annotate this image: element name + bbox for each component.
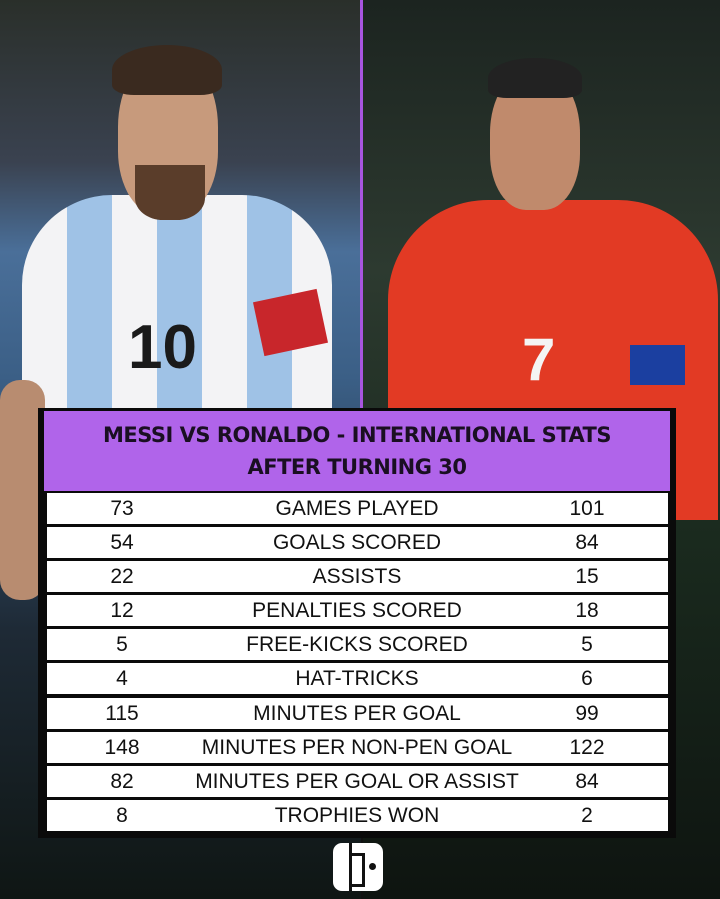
brand-logo-icon (333, 843, 383, 891)
ronaldo-value: 122 (569, 735, 605, 759)
stat-label: PENALTIES SCORED (252, 599, 462, 623)
ronaldo-hair (488, 58, 582, 98)
messi-value: 12 (110, 599, 134, 623)
ronaldo-value: 84 (575, 769, 599, 793)
stat-row: 148 MINUTES PER NON-PEN GOAL 122 (47, 731, 668, 763)
messi-value: 5 (116, 633, 128, 657)
stat-row: 73 GAMES PLAYED 101 (47, 493, 668, 524)
stats-rows: 73 GAMES PLAYED 101 54 GOALS SCORED 84 22 ASSIS… (47, 493, 668, 834)
messi-value: 115 (105, 701, 139, 725)
ronaldo-shirt-number: 7 (522, 326, 556, 393)
stat-row: 12 PENALTIES SCORED 18 (47, 595, 668, 627)
messi-value: 22 (110, 565, 134, 589)
ronaldo-value: 99 (575, 701, 599, 725)
stat-row: 54 GOALS SCORED 84 (47, 527, 668, 559)
messi-value: 8 (116, 803, 128, 827)
messi-value: 4 (116, 667, 128, 691)
stats-title: MESSI VS RONALDO - INTERNATIONAL STATS A… (44, 411, 670, 491)
stat-label: FREE-KICKS SCORED (246, 633, 468, 657)
stat-label: GOALS SCORED (272, 531, 442, 555)
stat-label: TROPHIES WON (274, 803, 440, 827)
stat-row: 22 ASSISTS 15 (47, 561, 668, 593)
ronaldo-value: 84 (575, 531, 599, 555)
ronaldo-value: 5 (581, 633, 593, 657)
messi-hair (112, 45, 222, 95)
messi-value: 73 (110, 497, 134, 520)
captain-armband (630, 345, 685, 385)
stat-label: MINUTES PER NON-PEN GOAL (201, 735, 513, 759)
messi-value: 82 (110, 769, 134, 793)
ronaldo-value: 15 (575, 565, 599, 589)
stat-label: MINUTES PER GOAL OR ASSIST (195, 769, 519, 793)
stat-label: HAT-TRICKS (295, 667, 419, 691)
stat-label: MINUTES PER GOAL (253, 701, 461, 725)
stat-row: 115 MINUTES PER GOAL 99 (47, 697, 668, 729)
stats-table: MESSI VS RONALDO - INTERNATIONAL STATS A… (38, 408, 676, 838)
ronaldo-value: 101 (569, 497, 605, 520)
stat-row: 5 FREE-KICKS SCORED 5 (47, 629, 668, 661)
ronaldo-value: 6 (581, 667, 593, 691)
title-line-2: AFTER TURNING 30 (247, 455, 467, 479)
title-line-1: MESSI VS RONALDO - INTERNATIONAL STATS (102, 423, 612, 447)
messi-shirt-number: 10 (128, 313, 197, 382)
stat-row: 82 MINUTES PER GOAL OR ASSIST 84 (47, 765, 668, 797)
stat-row: 8 TROPHIES WON 2 (47, 799, 668, 831)
photo-divider (360, 0, 363, 420)
stat-label: GAMES PLAYED (275, 497, 439, 520)
stat-label: ASSISTS (312, 565, 402, 589)
ronaldo-value: 18 (575, 599, 599, 623)
messi-arm (0, 380, 45, 600)
messi-value: 148 (104, 735, 140, 759)
messi-beard (135, 165, 205, 220)
ronaldo-value: 2 (581, 803, 593, 827)
stat-row: 4 HAT-TRICKS 6 (47, 663, 668, 695)
messi-value: 54 (110, 531, 134, 555)
